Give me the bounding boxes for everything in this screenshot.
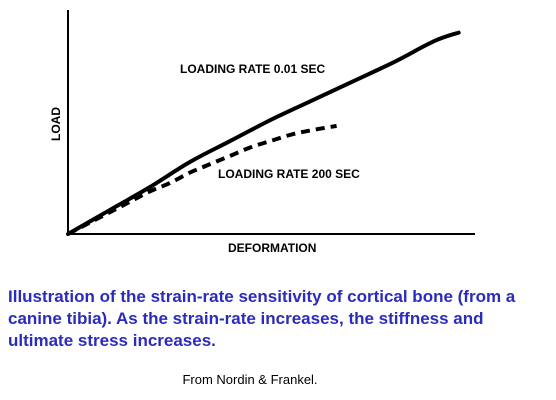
series-label-loading-rate-0-01-sec: LOADING RATE 0.01 SEC [180,62,325,76]
series-label-loading-rate-200-sec: LOADING RATE 200 SEC [218,167,360,181]
y-axis-label: LOAD [49,107,63,141]
series-line-loading-rate-0-01-sec [66,30,461,236]
strain-rate-chart: LOADING RATE 0.01 SEC LOADING RATE 200 S… [49,10,475,255]
figure-caption: Illustration of the strain-rate sensitiv… [8,287,516,350]
source-credit: From Nordin & Frankel. [182,372,318,387]
series-line-loading-rate-200-sec [67,123,337,236]
x-axis-label: DEFORMATION [228,241,316,255]
